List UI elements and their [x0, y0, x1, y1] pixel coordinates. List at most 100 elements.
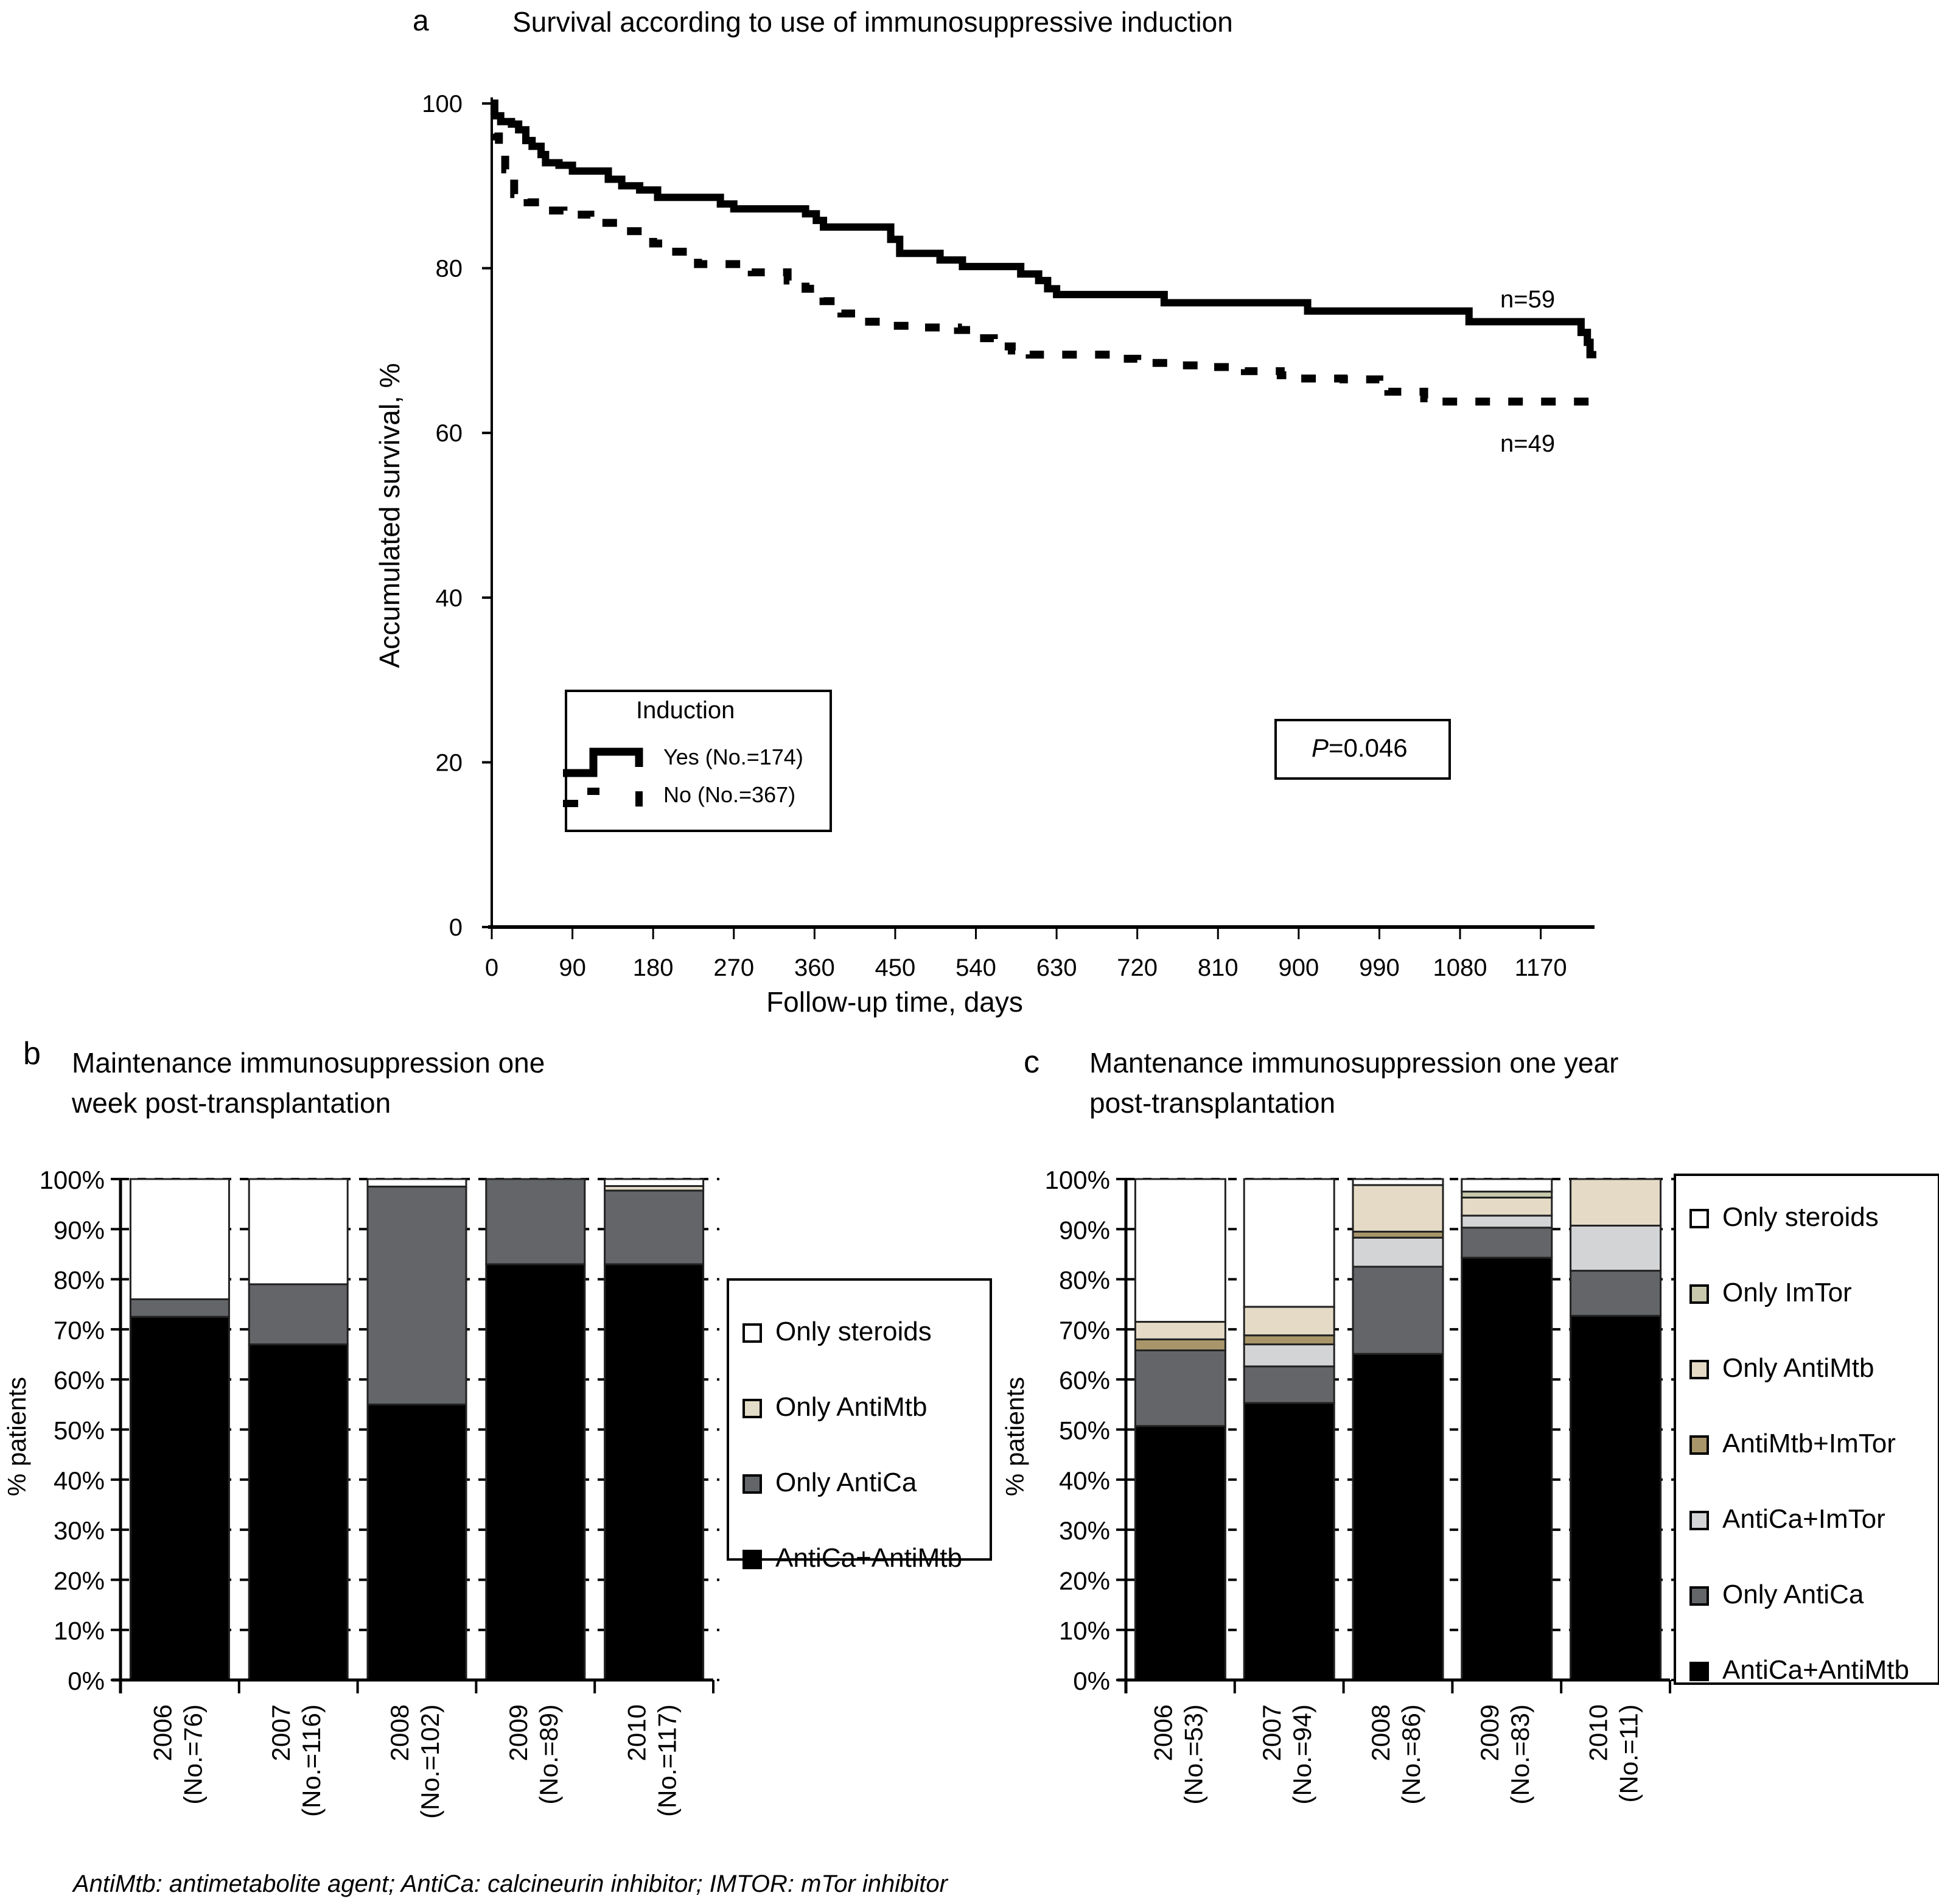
y-tick-label: 90% [54, 1216, 105, 1244]
legend-title: Induction [636, 697, 735, 724]
chart-title: Survival according to use of immunosuppr… [512, 6, 1233, 38]
y-tick-label: 40% [1059, 1466, 1110, 1495]
x-tick-label: 990 [1359, 954, 1400, 981]
legend-entry: AntiCa+AntiMtb [1722, 1655, 1909, 1685]
p-value-box: P=0.046 [1274, 719, 1451, 780]
y-tick-label: 20 [436, 749, 463, 776]
y-axis-label: Accumulated survival, % [374, 363, 405, 668]
legend: Only steroids Only ImTor Only AntiMtb AntiM… [1674, 1174, 1939, 1685]
legend: Induction Yes (No.=174) No (No.=367) [563, 690, 832, 832]
legend-swatch [742, 1550, 762, 1569]
y-tick-label: 10% [1059, 1617, 1110, 1645]
y-tick-label: 10% [54, 1617, 105, 1645]
legend-entry-no: No (No.=367) [663, 782, 795, 807]
y-tick-label: 20% [1059, 1566, 1110, 1595]
bar-segment-only-antica [248, 1283, 349, 1346]
legend-swatch [1689, 1511, 1709, 1530]
bar-segment-antimtb-imtor [1134, 1338, 1226, 1351]
bar-segment-only-steroids [1243, 1178, 1335, 1308]
bar-segment-only-steroids [1461, 1178, 1553, 1193]
y-tick-label: 80 [436, 256, 463, 282]
legend-entry: Only AntiCa [1722, 1580, 1864, 1609]
x-axis-label: Follow-up time, days [766, 986, 1023, 1018]
plot-area: 2006 (No.=53) 2007 (No.=94) 2008 (No.=86) 2009… [1045, 1166, 1676, 1805]
axes: 0 20 40 60 80 100 0 90 180 270 360 450 540 630 720 810 9… [422, 91, 1595, 981]
x-tick-label-year: 2007 [1257, 1704, 1286, 1761]
bar-segment-antica-antimtb [604, 1263, 705, 1681]
legend-entry: Only AntiMtb [1722, 1353, 1874, 1383]
survival-chart: a Survival according to use of immunosup… [374, 5, 1596, 1018]
y-tick-label: 40 [436, 585, 463, 612]
x-tick-label: 810 [1198, 954, 1239, 981]
bar-segment-antica-antimtb [1461, 1256, 1553, 1681]
bar-segment-only-antimtb [1134, 1321, 1226, 1340]
y-tick-label: 0 [449, 914, 463, 941]
y-tick-label: 100% [1045, 1166, 1110, 1194]
legend: Only steroids Only AntiMtb Only AntiCa Anti… [727, 1278, 992, 1573]
bar-segment-only-steroids [1352, 1178, 1444, 1186]
legend-swatch [1689, 1360, 1709, 1379]
bar-segment-only-antica [1570, 1270, 1662, 1317]
x-tick-label: 360 [794, 954, 835, 981]
bar-chart-one-year: c Mantenance immunosuppression one year … [1001, 1045, 1939, 1805]
y-tick-label: 90% [1059, 1216, 1110, 1244]
p-number: =0.046 [1329, 733, 1408, 762]
legend-swatch [1689, 1435, 1709, 1455]
panel-letter-b: b [23, 1036, 41, 1071]
x-tick-label: 1080 [1433, 954, 1487, 981]
bar-segment-antica-antimtb [248, 1343, 349, 1681]
x-tick-label: 90 [559, 954, 586, 981]
legend-entry: Only steroids [1722, 1202, 1879, 1232]
y-tick-label: 80% [54, 1266, 105, 1295]
legend-swatch [1689, 1662, 1709, 1681]
legend-entry: Only ImTor [1722, 1278, 1852, 1307]
bar-segment-only-antimtb [1352, 1184, 1444, 1233]
bar-segment-only-antica [129, 1298, 230, 1318]
chart-title-line-2: week post-transplantation [71, 1087, 391, 1119]
x-tick-label: 270 [713, 954, 754, 981]
bar-segment-only-steroids [604, 1178, 705, 1188]
p-value: P=0.046 [1312, 733, 1408, 762]
y-tick-label: 70% [54, 1316, 105, 1345]
x-tick-label-count: (No.=76) [178, 1704, 207, 1805]
legend-entry-yes: Yes (No.=174) [663, 744, 803, 769]
legend-entry: AntiMtb+ImTor [1722, 1429, 1896, 1458]
bar-segment-antica-antimtb [1352, 1353, 1444, 1681]
bar-segment-antica-antimtb [366, 1403, 467, 1681]
p-value-frame [1274, 719, 1451, 780]
legend-swatch [742, 1399, 762, 1418]
legend-entry: Only steroids [775, 1317, 932, 1346]
bar-segment-antica-imtor [1243, 1343, 1335, 1368]
survival-line-no [490, 99, 1596, 406]
x-tick-label-year: 2008 [385, 1704, 414, 1761]
x-tick-label-year: 2006 [148, 1704, 176, 1761]
legend-entry: AntiCa+AntiMtb [775, 1543, 962, 1573]
x-tick-label-year: 2009 [504, 1704, 533, 1761]
y-tick-label: 60 [436, 420, 463, 447]
chart-title-line-1: Mantenance immunosuppression one year [1089, 1047, 1618, 1079]
legend-box [565, 690, 832, 832]
y-tick-label: 0% [1073, 1667, 1110, 1695]
bar-segment-only-antica [1461, 1227, 1553, 1259]
legend-solid-line-icon [563, 747, 643, 777]
bar-segment-antica-antimtb [1570, 1315, 1662, 1681]
y-axis-label: % patients [2, 1377, 31, 1496]
y-tick-label: 60% [54, 1366, 105, 1395]
legend-swatch [1689, 1284, 1709, 1304]
survival-line-yes [491, 100, 1596, 359]
bar-segment-antimtb-imtor [1243, 1334, 1335, 1346]
x-tick-label: 1170 [1515, 954, 1567, 981]
bar-segment-only-antimtb [1243, 1306, 1335, 1337]
bar-chart-one-week: b Maintenance immunosuppression one week… [2, 1036, 992, 1819]
end-label-yes: n=59 [1500, 286, 1555, 313]
bar-segment-only-steroids [129, 1178, 230, 1301]
bar-segment-only-antica [1134, 1349, 1226, 1427]
x-tick-label-count: (No.=117) [653, 1704, 682, 1817]
legend-entry: Only AntiMtb [775, 1392, 927, 1422]
bar-segment-antica-antimtb [485, 1263, 586, 1681]
bar-segment-only-antimtb [1461, 1196, 1553, 1217]
y-tick-label: 0% [68, 1667, 105, 1695]
footnote: AntiMtb: antimetabolite agent; AntiCa: c… [72, 1871, 949, 1897]
x-tick-label-count: (No.=53) [1179, 1704, 1207, 1805]
